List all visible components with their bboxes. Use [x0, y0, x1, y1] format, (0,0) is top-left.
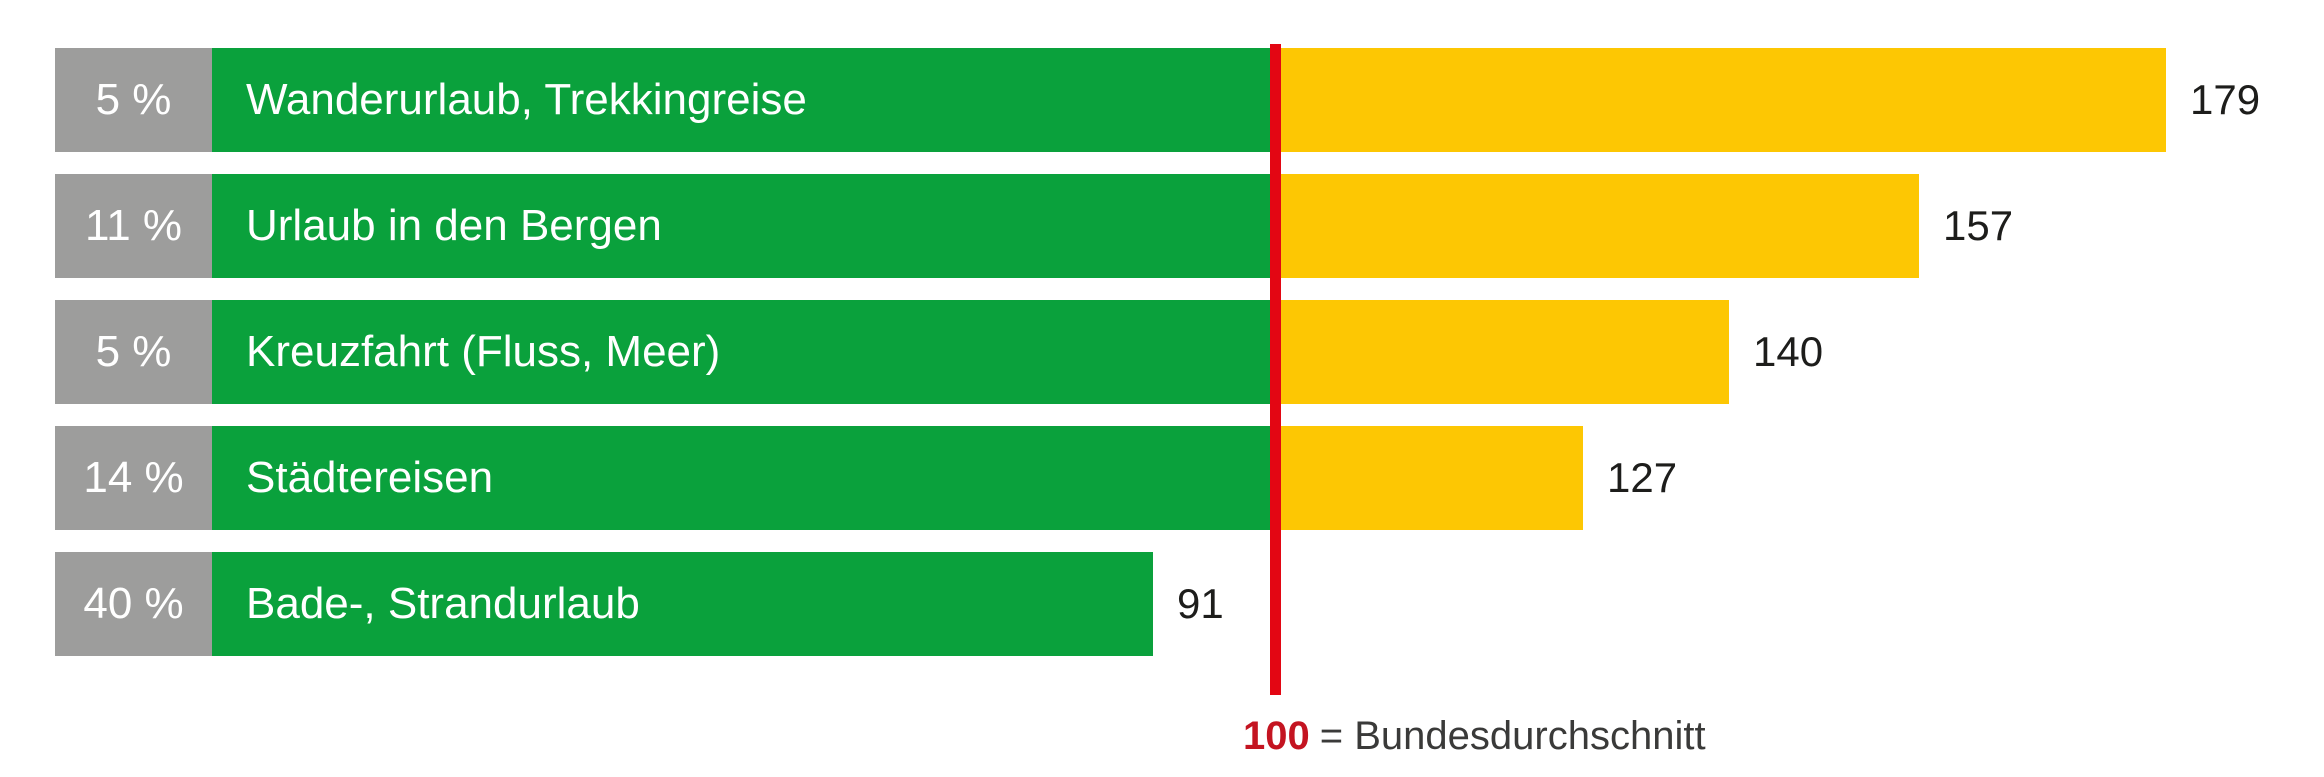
category-label: Kreuzfahrt (Fluss, Meer): [246, 327, 721, 376]
percent-badge: 5 %: [55, 300, 212, 404]
value-label: 140: [1753, 328, 1824, 375]
category-label: Bade-, Strandurlaub: [246, 579, 640, 628]
percent-badge: 11 %: [55, 174, 212, 278]
average-reference-line: [1270, 44, 1281, 695]
bar-row: 14 % Städtereisen 127: [55, 426, 1677, 530]
bar-row: 40 % Bade-, Strandurlaub 91: [55, 552, 1224, 656]
yellow-bar: [1281, 300, 1729, 404]
category-label: Wanderurlaub, Trekkingreise: [246, 75, 807, 124]
percent-badge: 5 %: [55, 48, 212, 152]
green-bar: Städtereisen: [212, 426, 1270, 530]
bar-row: 5 % Wanderurlaub, Trekkingreise 179: [55, 48, 2260, 152]
reference-note-value: 100: [1243, 714, 1310, 758]
value-label: 127: [1607, 454, 1678, 501]
yellow-bar: [1281, 48, 2166, 152]
reference-note: 100 = Bundesdurchschnitt: [1243, 714, 1706, 759]
green-bar: Bade-, Strandurlaub: [212, 552, 1153, 656]
green-bar: Kreuzfahrt (Fluss, Meer): [212, 300, 1270, 404]
yellow-bar: [1281, 174, 1919, 278]
green-bar: Urlaub in den Bergen: [212, 174, 1270, 278]
green-bar: Wanderurlaub, Trekkingreise: [212, 48, 1270, 152]
category-label: Städtereisen: [246, 453, 494, 502]
category-label: Urlaub in den Bergen: [246, 201, 662, 250]
percent-badge: 40 %: [55, 552, 212, 656]
yellow-bar: [1281, 426, 1583, 530]
reference-note-label: = Bundesdurchschnitt: [1319, 714, 1706, 758]
bar-row: 11 % Urlaub in den Bergen 157: [55, 174, 2013, 278]
bar-row: 5 % Kreuzfahrt (Fluss, Meer) 140: [55, 300, 1823, 404]
value-label: 91: [1177, 580, 1224, 627]
percent-badge: 14 %: [55, 426, 212, 530]
value-label: 179: [2190, 76, 2261, 123]
value-label: 157: [1943, 202, 2014, 249]
